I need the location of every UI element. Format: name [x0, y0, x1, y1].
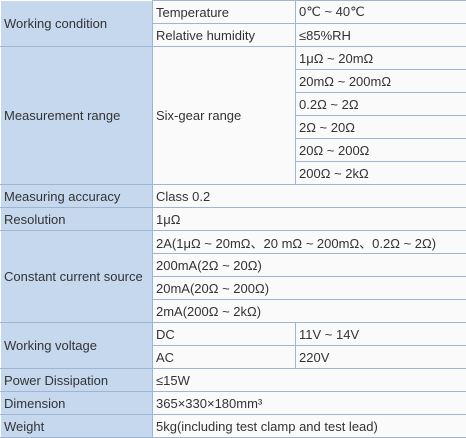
row-label: Working condition	[0, 0, 153, 47]
item-value: 0.2Ω ~ 2Ω	[295, 92, 466, 116]
row-label: Constant current source	[0, 230, 153, 323]
row-label: Measurement range	[0, 46, 153, 185]
item-value: ≤85%RH	[295, 23, 466, 47]
table-row: 2mA(200Ω ~ 2kΩ)	[1, 299, 466, 323]
item-value: 200mA(2Ω ~ 20Ω)	[152, 253, 466, 277]
table-row: Working voltage DC 11V ~ 14V	[0, 322, 466, 369]
item-value: 2Ω ~ 20Ω	[295, 115, 466, 139]
item-name: Temperature	[152, 0, 296, 24]
item-value: 1μΩ ~ 20mΩ	[295, 46, 466, 70]
item-value: 1μΩ	[152, 207, 466, 231]
item-value: ≤15W	[152, 368, 466, 392]
item-name: AC	[152, 345, 296, 369]
row-label: Measuring accuracy	[0, 184, 153, 208]
table-row: Resolution 1μΩ	[0, 207, 466, 231]
item-name: DC	[152, 322, 296, 346]
item-value: 20mA(20Ω ~ 200Ω)	[152, 276, 466, 300]
item-name: Relative humidity	[152, 23, 296, 47]
row-label: Dimension	[0, 391, 153, 415]
row-label: Weight	[0, 414, 153, 438]
item-value: 220V	[295, 345, 466, 369]
item-value: 200Ω ~ 2kΩ	[295, 161, 466, 185]
item-value: 2mA(200Ω ~ 2kΩ)	[152, 299, 466, 323]
item-value: 20Ω ~ 200Ω	[295, 138, 466, 162]
table-row: Weight 5kg(including test clamp and test …	[0, 414, 466, 438]
table-row: Measurement range Six-gear range 1μΩ ~ 20m…	[0, 46, 466, 185]
item-value: 20mΩ ~ 200mΩ	[295, 69, 466, 93]
table-row: AC 220V	[1, 345, 466, 369]
table-row: Working condition Temperature 0℃ ~ 40℃	[0, 0, 466, 47]
table-row: Constant current source 2A(1μΩ ~ 20mΩ、20 …	[0, 230, 466, 323]
item-value: 11V ~ 14V	[295, 322, 466, 346]
table-row: Dimension 365×330×180mm³	[0, 391, 466, 415]
table-row: 0.2Ω ~ 2Ω	[1, 92, 466, 116]
table-row: 20mΩ ~ 200mΩ	[1, 69, 466, 93]
item-value: 5kg(including test clamp and test lead)	[152, 414, 466, 438]
item-value: Class 0.2	[152, 184, 466, 208]
item-value: 0℃ ~ 40℃	[295, 0, 466, 24]
table-row: 200Ω ~ 2kΩ	[1, 161, 466, 185]
table-row: Measuring accuracy Class 0.2	[0, 184, 466, 208]
item-value: 2A(1μΩ ~ 20mΩ、20 mΩ ~ 200mΩ、0.2Ω ~ 2Ω)	[152, 230, 466, 254]
row-label: Resolution	[0, 207, 153, 231]
row-label: Working voltage	[0, 322, 153, 369]
row-label: Power Dissipation	[0, 368, 153, 392]
item-name: Six-gear range	[152, 46, 296, 185]
table-row: 2Ω ~ 20Ω	[1, 115, 466, 139]
item-value: 365×330×180mm³	[152, 391, 466, 415]
table-row: 20mA(20Ω ~ 200Ω)	[1, 276, 466, 300]
table-row: Power Dissipation ≤15W	[0, 368, 466, 392]
